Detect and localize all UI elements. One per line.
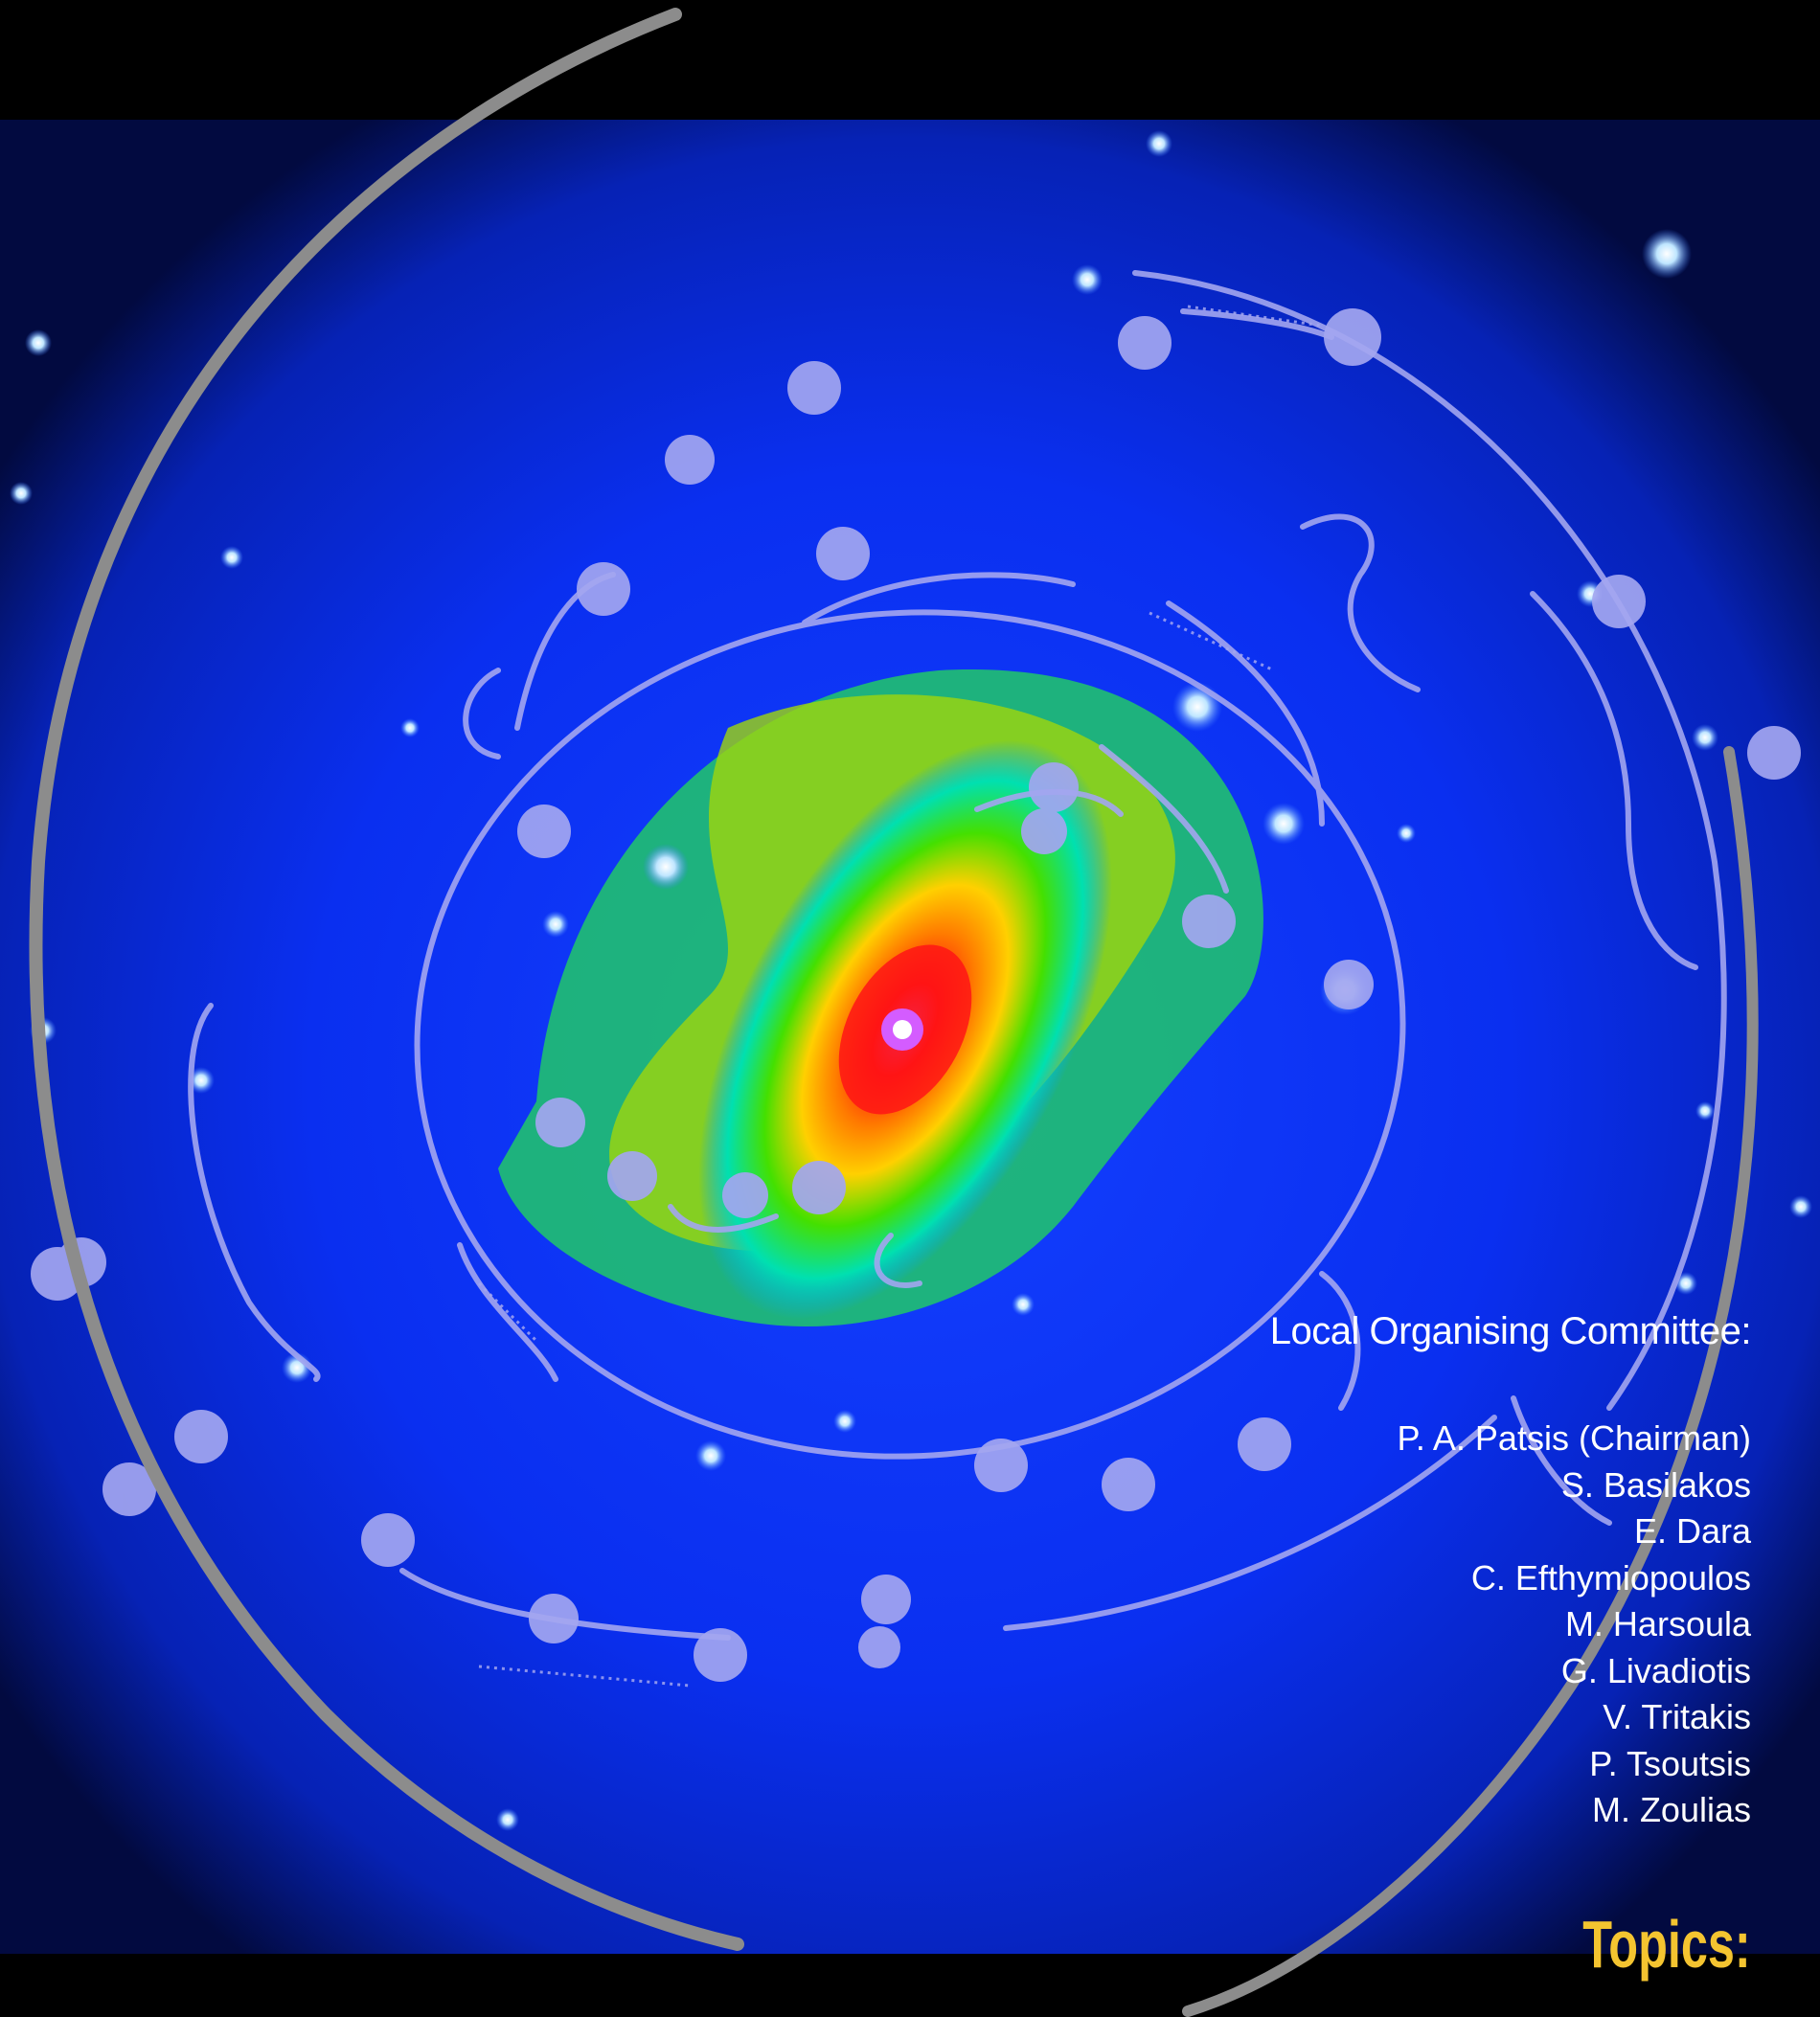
committee-member: S. Basilakos [1560,1464,1751,1505]
committee-member: G. Livadiotis [1560,1650,1751,1690]
committee-member: M. Zoulias [1591,1790,1751,1829]
committee-list: P. A. Patsis (Chairman) S. Basilakos E. … [1398,1416,1751,1834]
topics-heading: Topics: [1582,1907,1751,1982]
committee-member: V. Tritakis [1603,1697,1751,1736]
committee-member: P. A. Patsis (Chairman) [1397,1418,1751,1458]
committee-member: C. Efthymiopoulos [1470,1557,1751,1598]
committee-member: M. Harsoula [1564,1604,1751,1643]
committee-member: E. Dara [1633,1511,1751,1551]
committee-heading: Local Organising Committee: [1269,1310,1752,1352]
committee-member: P. Tsoutsis [1589,1743,1751,1783]
